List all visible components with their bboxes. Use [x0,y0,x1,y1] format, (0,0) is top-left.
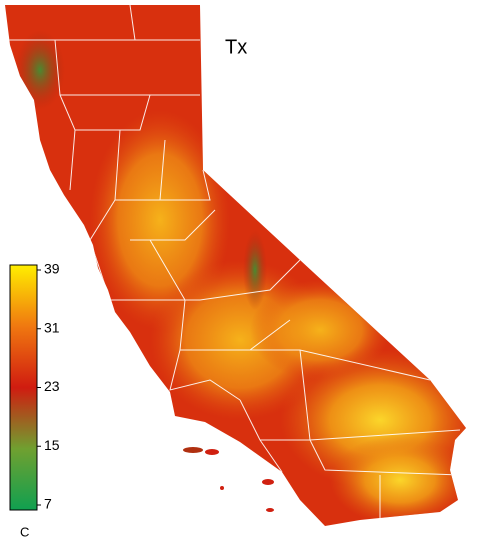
colorbar-tick-label: 7 [44,496,52,512]
colorbar-unit: C [20,524,29,539]
colorbar-gradient [9,264,38,511]
colorbar-tick-label: 39 [44,261,60,277]
map-title: Tx [225,36,247,58]
islands [183,447,274,512]
colorbar-tick-label: 31 [44,319,60,335]
colorbar-tick-label: 23 [44,378,60,394]
colorbar: C 7 15 23 31 39 [9,261,60,539]
colorbar-tick-label: 15 [44,437,60,453]
